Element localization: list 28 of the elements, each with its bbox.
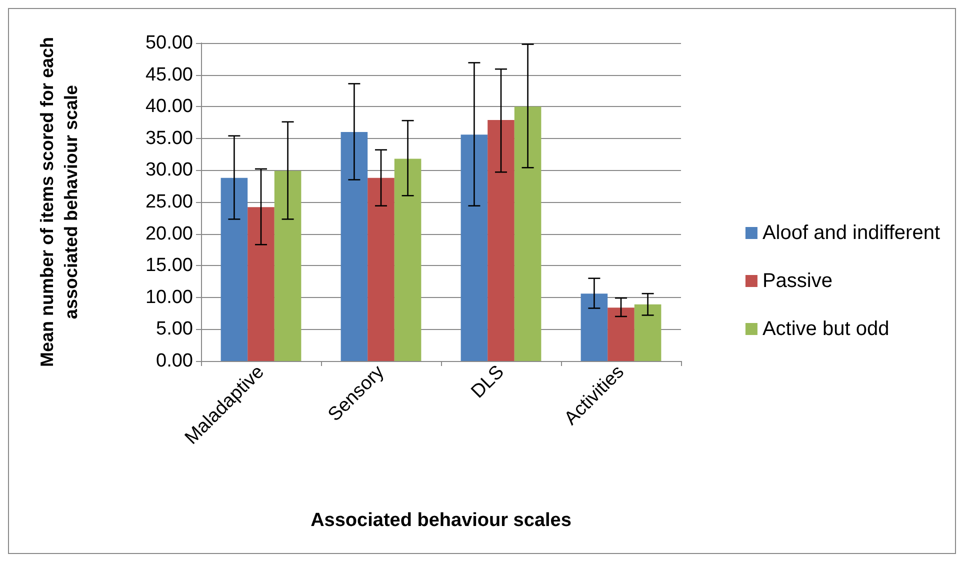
y-tick-label: 45.00 — [145, 64, 193, 86]
legend-label: Passive — [762, 270, 832, 292]
y-tick-label: 0.00 — [156, 350, 193, 372]
bar — [608, 308, 634, 361]
y-tick-label: 50.00 — [145, 32, 193, 54]
y-tick-label: 15.00 — [145, 255, 193, 276]
y-tick-label: 30.00 — [145, 160, 193, 181]
y-axis-title: Mean number of items scored for each associated behaviour scale — [37, 36, 81, 368]
legend-label: Active but odd — [762, 318, 890, 340]
y-tick-label: 20.00 — [145, 223, 193, 244]
y-tick-label: 25.00 — [145, 192, 193, 212]
y-tick-label: 40.00 — [145, 96, 193, 118]
bar — [580, 294, 608, 361]
bar — [340, 132, 368, 361]
bar — [248, 207, 274, 361]
bar — [274, 170, 302, 361]
bar — [460, 134, 488, 361]
bar — [514, 106, 542, 361]
bar — [488, 120, 514, 361]
bar — [368, 178, 394, 361]
bar — [394, 158, 422, 361]
y-tick-label: 10.00 — [145, 286, 193, 308]
bar — [220, 178, 248, 361]
x-axis-title: Associated behaviour scales — [310, 510, 572, 531]
bar — [634, 304, 662, 361]
y-tick-label: 5.00 — [156, 318, 193, 340]
y-tick-label: 35.00 — [145, 128, 193, 149]
legend-label: Aloof and indifferent — [762, 222, 940, 244]
